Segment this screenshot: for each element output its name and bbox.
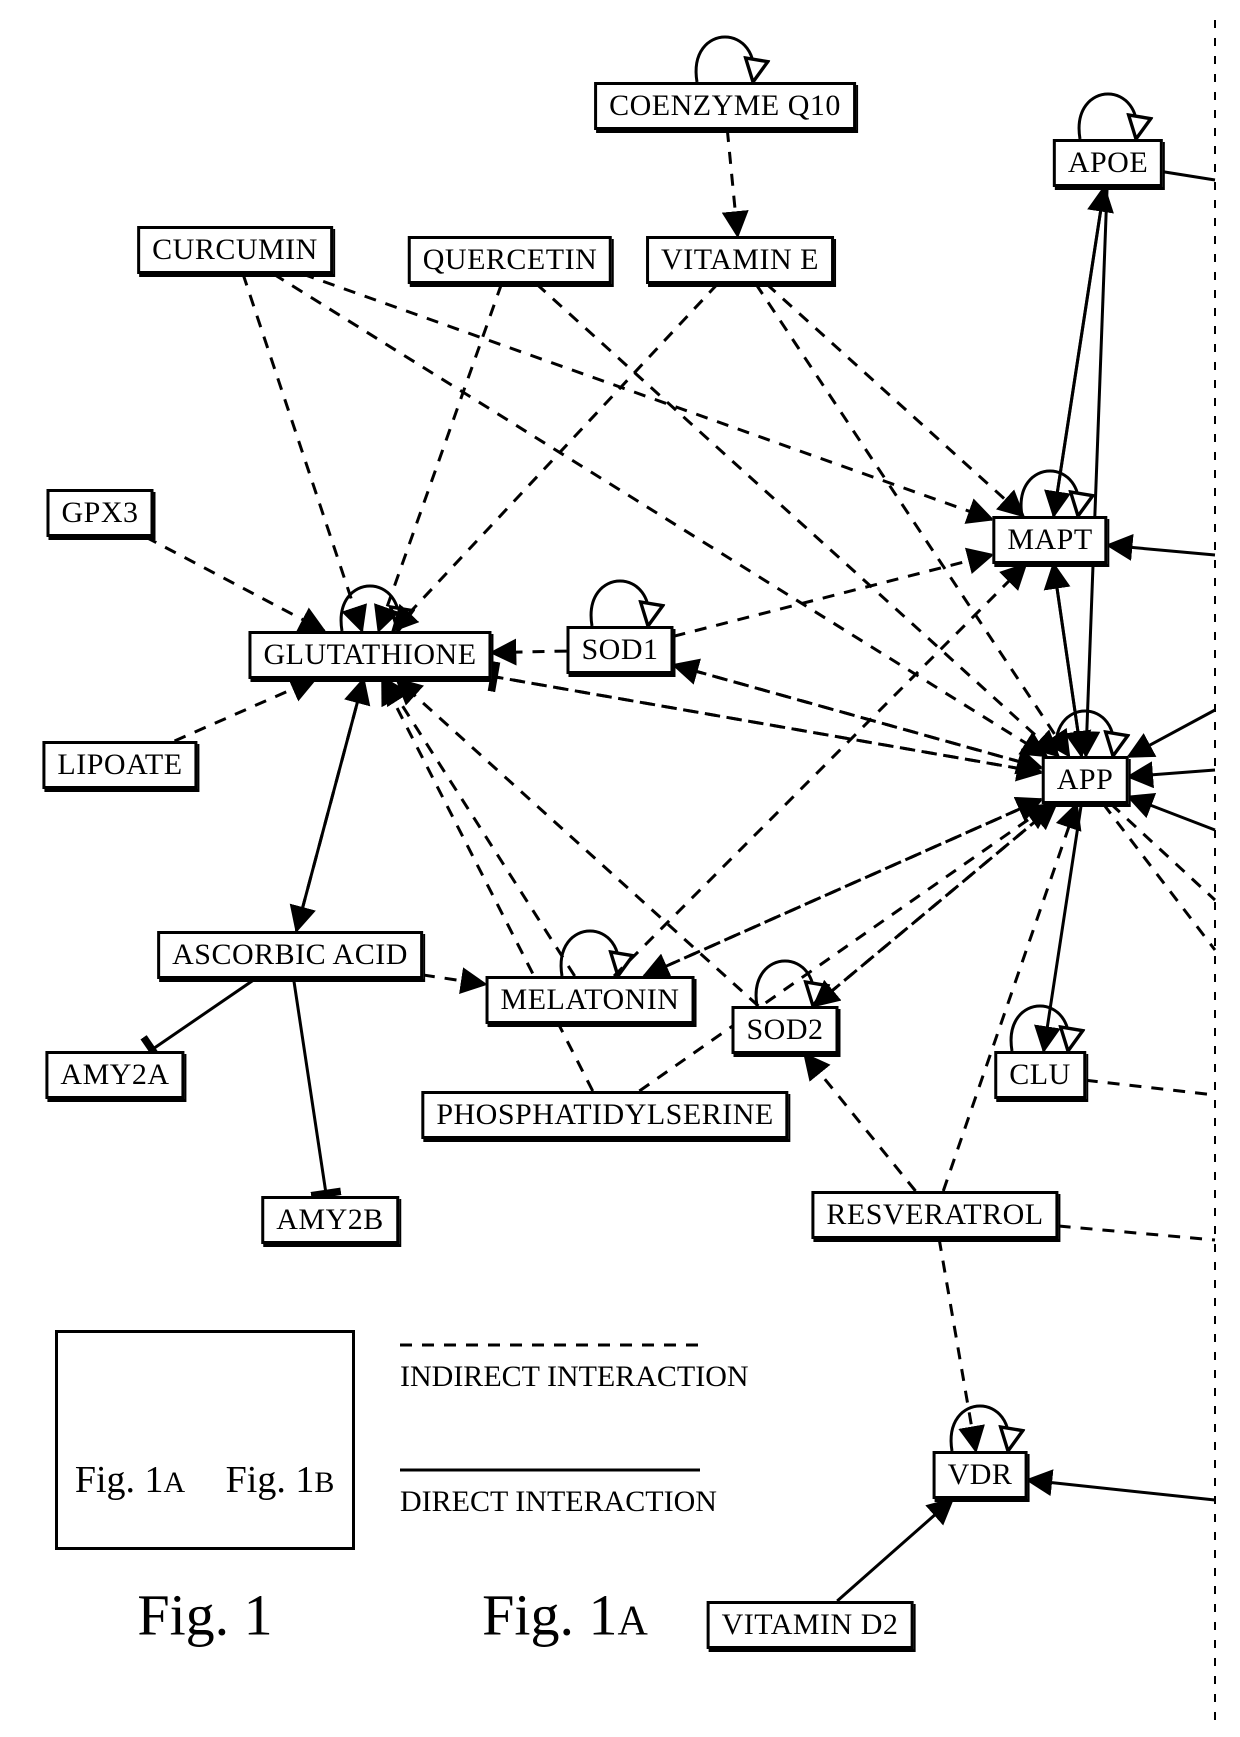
node-coq10: COENZYME Q10 bbox=[594, 82, 856, 130]
node-vitd2: VITAMIN D2 bbox=[707, 1601, 914, 1649]
legend-label-direct: DIRECT INTERACTION bbox=[400, 1485, 717, 1519]
diagram-canvas: COENZYME Q10 APOE CURCUMIN QUERCETIN VITAMIN… bbox=[0, 0, 1240, 1737]
legend-cell-0: Fig. 1A bbox=[75, 1458, 185, 1502]
node-clu: CLU bbox=[994, 1051, 1086, 1099]
node-resv: RESVERATROL bbox=[811, 1191, 1058, 1239]
node-sod1: SOD1 bbox=[566, 626, 673, 674]
figure-caption-0: Fig. 1 bbox=[137, 1582, 272, 1649]
node-ascorbic: ASCORBIC ACID bbox=[157, 931, 423, 979]
legend-cell-1: Fig. 1B bbox=[226, 1458, 335, 1502]
node-melatonin: MELATONIN bbox=[486, 976, 695, 1024]
node-vite: VITAMIN E bbox=[646, 236, 834, 284]
node-apoe: APOE bbox=[1053, 139, 1163, 187]
node-amy2a: AMY2A bbox=[45, 1051, 184, 1099]
node-ps: PHOSPHATIDYLSERINE bbox=[421, 1091, 788, 1139]
figure-caption-1: Fig. 1A bbox=[482, 1582, 648, 1649]
node-sod2: SOD2 bbox=[731, 1006, 838, 1054]
node-quercetin: QUERCETIN bbox=[408, 236, 612, 284]
node-lipoate: LIPOATE bbox=[42, 741, 197, 789]
legend-label-indirect: INDIRECT INTERACTION bbox=[400, 1360, 749, 1394]
legend-panel-box bbox=[55, 1330, 355, 1550]
node-amy2b: AMY2B bbox=[261, 1196, 399, 1244]
node-curcumin: CURCUMIN bbox=[137, 226, 333, 274]
node-gpx3: GPX3 bbox=[46, 489, 153, 537]
node-app: APP bbox=[1042, 756, 1129, 804]
node-mapt: MAPT bbox=[992, 516, 1107, 564]
node-glut: GLUTATHIONE bbox=[248, 631, 491, 679]
node-vdr: VDR bbox=[933, 1451, 1028, 1499]
